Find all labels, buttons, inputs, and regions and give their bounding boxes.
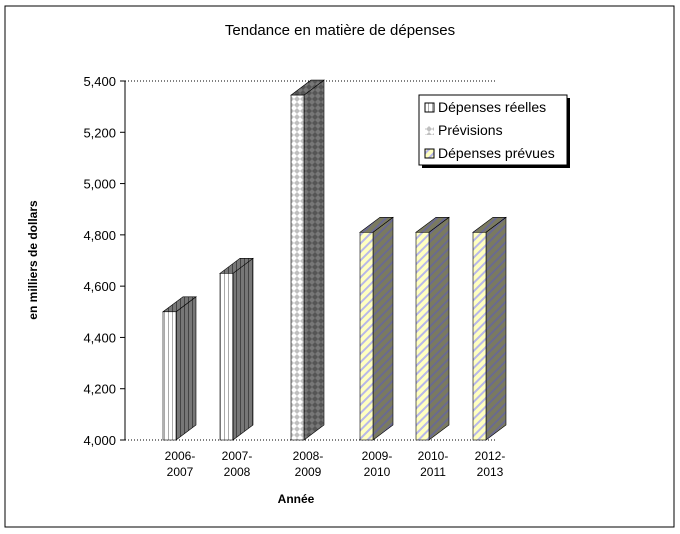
legend-label: Prévisions	[438, 122, 503, 138]
bar-side	[175, 296, 197, 441]
y-tick-label: 5,000	[83, 177, 116, 192]
legend-swatch	[424, 148, 435, 159]
chart-title: Tendance en matière de dépenses	[225, 22, 455, 39]
x-tick-label: 2013	[477, 465, 504, 479]
y-tick-label: 5,200	[83, 125, 116, 140]
bar-front	[472, 231, 487, 441]
bar-2008-2009	[290, 79, 325, 441]
y-tick-label: 4,200	[83, 382, 116, 397]
x-tick-label: 2008	[224, 465, 251, 479]
bar-side	[372, 216, 394, 441]
bar-2006-2007	[162, 296, 197, 441]
x-tick-label: 2008-	[293, 449, 324, 463]
legend-swatch	[425, 126, 434, 135]
bar-front	[415, 231, 430, 441]
x-tick-label: 2009	[295, 465, 322, 479]
bar-front	[290, 94, 305, 441]
bar-front	[219, 273, 234, 441]
bar-side	[303, 79, 325, 441]
bar-front	[162, 311, 177, 441]
bar-front	[359, 231, 374, 441]
bar-side	[485, 216, 507, 441]
y-tick-label: 4,400	[83, 330, 116, 345]
bar-2009-2010	[359, 216, 394, 441]
bar-2010-2011	[415, 216, 450, 441]
legend-label: Dépenses prévues	[438, 145, 555, 161]
y-tick-label: 4,000	[83, 433, 116, 448]
x-tick-label: 2006-	[165, 449, 196, 463]
y-axis-label: en milliers de dollars	[26, 200, 40, 320]
x-axis-label: Année	[278, 492, 315, 506]
bar-side	[428, 216, 450, 441]
bar-2012-2013	[472, 216, 507, 441]
legend-swatch	[424, 102, 435, 113]
bar-side	[232, 257, 254, 441]
x-tick-label: 2007	[167, 465, 194, 479]
bar-2007-2008	[219, 257, 254, 441]
x-tick-label: 2009-	[362, 449, 393, 463]
x-tick-label: 2010-	[418, 449, 449, 463]
legend: Dépenses réelles Prévisions Dépenses prévu…	[418, 94, 570, 168]
legend-label: Dépenses réelles	[438, 99, 546, 115]
y-tick-label: 5,400	[83, 74, 116, 89]
x-tick-label: 2010	[364, 465, 391, 479]
chart-frame	[4, 5, 675, 528]
x-tick-label: 2011	[420, 465, 446, 479]
x-tick-label: 2007-	[222, 449, 253, 463]
y-tick-label: 4,600	[83, 279, 116, 294]
x-tick-label: 2012-	[475, 449, 506, 463]
y-tick-label: 4,800	[83, 228, 116, 243]
